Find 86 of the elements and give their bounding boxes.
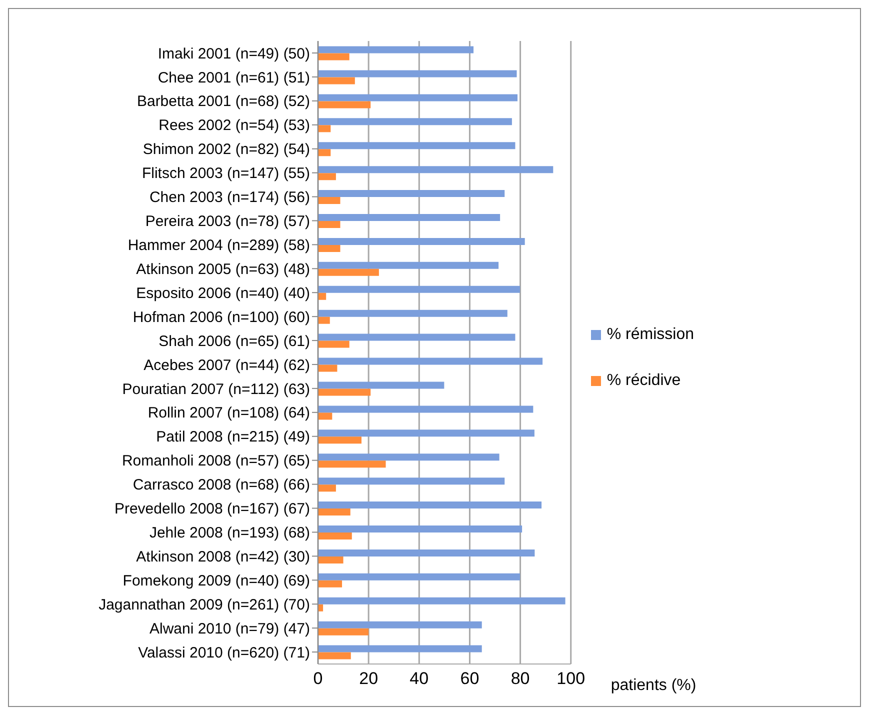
y-tick-label: Romanholi 2008 (n=57) (65): [122, 452, 310, 470]
bar: [318, 46, 474, 54]
bar: [318, 406, 534, 413]
bar: [318, 214, 500, 221]
y-tick-label: Rollin 2007 (n=108) (64): [148, 404, 310, 422]
bar: [318, 268, 379, 276]
y-tick-label: Carrasco 2008 (n=68) (66): [132, 476, 310, 494]
bar: [318, 125, 331, 132]
bar: [318, 101, 371, 108]
y-tick-label: Flitsch 2003 (n=147) (55): [142, 165, 310, 182]
bar: [318, 142, 516, 150]
bar: [318, 166, 554, 174]
bar: [318, 173, 336, 180]
bar: [318, 94, 518, 102]
y-tick-label: Chen 2003 (n=174) (56): [149, 189, 310, 206]
bar: [318, 292, 326, 300]
x-tick-label: 0: [313, 669, 323, 688]
legend-label: % rémission: [606, 326, 694, 344]
bar: [318, 532, 352, 540]
bar: [318, 286, 520, 293]
y-tick-label: Shah 2006 (n=65) (61): [158, 332, 310, 350]
bar: [318, 502, 542, 509]
bar: [318, 197, 340, 204]
bar: [318, 478, 505, 485]
bar: [318, 77, 355, 84]
x-tick-label: 40: [410, 669, 429, 688]
bar: [318, 358, 543, 365]
bar: [318, 484, 336, 492]
bar: [318, 430, 534, 437]
bar: [318, 221, 340, 228]
bar: [318, 238, 525, 245]
bar: [318, 436, 362, 444]
y-tick-label: Alwani 2010 (n=79) (47): [149, 620, 310, 638]
bar: [318, 597, 566, 604]
bar: [318, 508, 350, 516]
y-tick-label: Chee 2001 (n=61) (51): [158, 69, 310, 86]
bar: [318, 118, 512, 126]
y-tick-label: Shimon 2002 (n=82) (54): [142, 141, 310, 158]
y-tick-label: Valassi 2010 (n=620) (71): [138, 644, 310, 662]
bar: [318, 573, 520, 580]
bar: [318, 549, 535, 556]
y-tick-label: Patil 2008 (n=215) (49): [156, 428, 310, 446]
y-tick-label: Fomekong 2009 (n=40) (69): [122, 572, 310, 590]
bar: [318, 382, 444, 389]
bar: [318, 388, 371, 396]
bar: [318, 652, 351, 660]
bar: [318, 628, 369, 636]
bar: [318, 645, 482, 652]
x-tick-label: 60: [460, 669, 480, 688]
bar: [318, 364, 338, 372]
y-tick-label: Imaki 2001 (n=49) (50): [158, 45, 310, 62]
y-tick-label: Barbetta 2001 (n=68) (52): [136, 93, 310, 110]
bar: [318, 621, 482, 628]
bar: [318, 526, 522, 532]
y-tick-label: Prevedello 2008 (n=167) (67): [114, 500, 310, 518]
y-tick-label: Atkinson 2008 (n=42) (30): [136, 548, 310, 566]
bar: [318, 340, 350, 348]
y-tick-label: Esposito 2006 (n=40) (40): [136, 284, 310, 302]
bar: [318, 556, 344, 564]
legend-label: % récidive: [606, 372, 682, 390]
y-tick-label: Rees 2002 (n=54) (53): [158, 117, 310, 134]
x-tick-label: 80: [510, 669, 530, 688]
bar: [318, 460, 386, 468]
bar: [318, 412, 332, 420]
bar: [318, 53, 350, 60]
x-axis-title: patients (%): [610, 677, 696, 694]
bar: [318, 70, 517, 78]
bar: [318, 316, 330, 324]
y-tick-label: Atkinson 2005 (n=63) (48): [136, 260, 310, 278]
y-tick-label: Hammer 2004 (n=289) (58): [128, 237, 310, 254]
bar: [318, 310, 508, 317]
y-tick-label: Acebes 2007 (n=44) (62): [144, 356, 310, 374]
x-tick-label: 20: [359, 669, 378, 688]
y-tick-label: Jagannathan 2009 (n=261) (70): [98, 596, 310, 614]
bar: [318, 454, 500, 461]
x-tick-label: 100: [556, 669, 586, 688]
y-tick-label: Pouratian 2007 (n=112) (63): [122, 380, 310, 398]
y-tick-label: Hofman 2006 (n=100) (60): [132, 308, 310, 326]
bar: [318, 149, 331, 156]
bar: [318, 244, 340, 252]
y-tick-label: Jehle 2008 (n=193) (68): [149, 524, 310, 542]
bar: [318, 262, 499, 269]
bar: [318, 190, 505, 198]
bar: [318, 580, 342, 588]
bar: [318, 334, 516, 341]
y-tick-label: Pereira 2003 (n=78) (57): [145, 213, 310, 230]
